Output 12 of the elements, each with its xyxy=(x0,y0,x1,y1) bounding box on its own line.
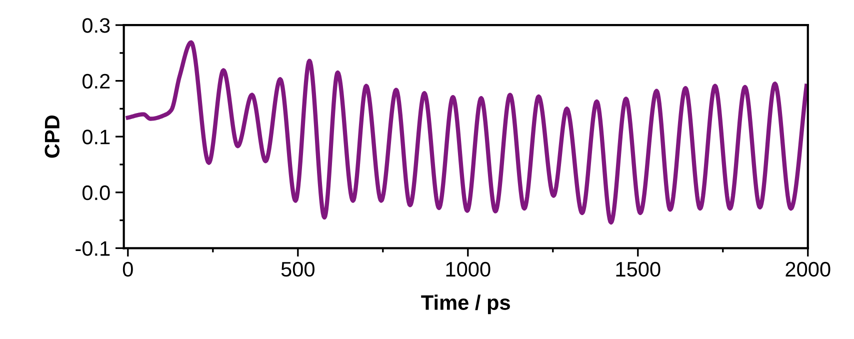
y-tick-label: 0.2 xyxy=(82,74,110,89)
x-tick-label: 1000 xyxy=(446,262,490,277)
y-tick-label: 0.0 xyxy=(82,185,110,200)
x-tick-label: 2000 xyxy=(786,262,830,277)
x-tick-label: 500 xyxy=(281,262,314,277)
x-tick-label: 0 xyxy=(122,262,133,277)
y-tick-label: 0.3 xyxy=(82,18,110,33)
x-axis-title: Time / ps xyxy=(421,294,510,314)
y-tick-label: -0.1 xyxy=(76,241,110,256)
y-axis-title: CPD xyxy=(44,116,60,158)
x-tick-label: 1500 xyxy=(616,262,660,277)
y-tick-label: 0.1 xyxy=(82,130,110,144)
